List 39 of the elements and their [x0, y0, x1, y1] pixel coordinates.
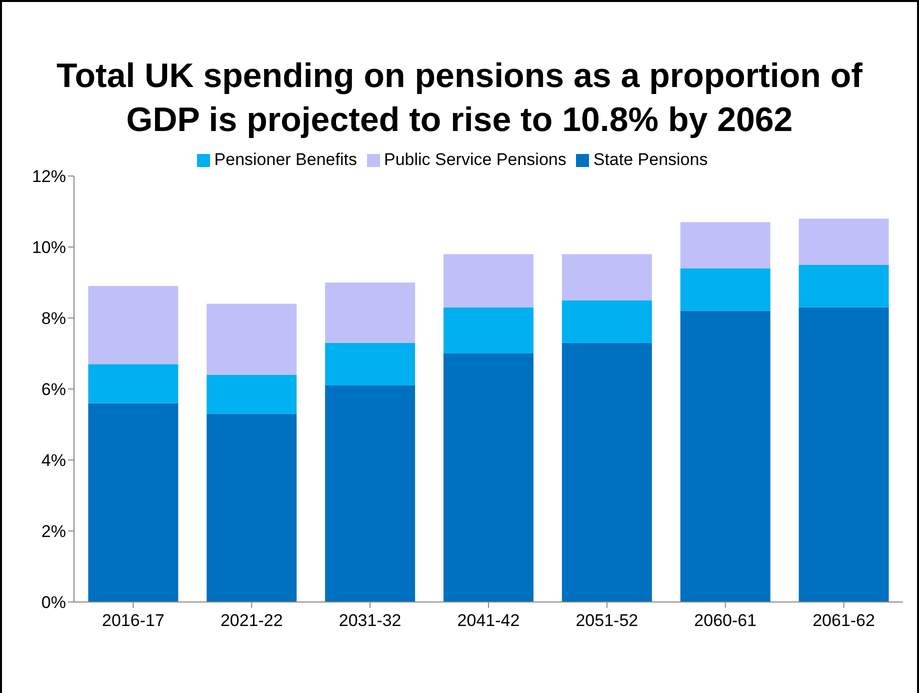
chart-title: Total UK spending on pensions as a proportion of GDP is projected to rise to 10.8% by 2062 [56, 56, 864, 141]
bar [680, 310, 770, 602]
legend-label: Pensioner Benefits [214, 150, 357, 169]
x-tick-label: 2060-61 [694, 611, 757, 630]
y-tick-label: 2% [41, 522, 66, 542]
y-tick-label: 8% [41, 309, 66, 328]
bar [562, 254, 652, 300]
x-tick-label: 2021-22 [220, 611, 283, 630]
bar [562, 342, 652, 602]
bar [798, 307, 889, 602]
y-tick-label: 0% [41, 593, 66, 612]
x-tick-label: 2031-32 [338, 611, 402, 630]
x-tick-label: 2016-17 [102, 611, 164, 630]
bar [798, 218, 889, 265]
y-tick-label: 4% [41, 451, 66, 470]
bar [88, 403, 178, 602]
bar [325, 282, 416, 343]
x-tick-label: 2041-42 [457, 611, 520, 630]
y-tick-label: 6% [41, 380, 66, 400]
bar [206, 374, 297, 414]
bar [443, 307, 534, 354]
bar [443, 354, 534, 602]
bar [206, 414, 297, 602]
x-tick-label: 2061-62 [812, 611, 875, 630]
bar [88, 286, 178, 364]
bar [88, 364, 178, 404]
bar [562, 300, 652, 343]
y-tick-label: 10% [32, 238, 66, 258]
bar [798, 264, 889, 308]
bar [680, 268, 770, 311]
y-tick-label: 12% [32, 167, 66, 186]
legend-label: State Pensions [593, 150, 708, 169]
bar [325, 342, 416, 386]
legend-label: Public Service Pensions [384, 150, 566, 169]
x-tick-label: 2051-52 [576, 611, 638, 630]
bar [443, 254, 534, 308]
bar [680, 222, 770, 268]
bar [325, 385, 416, 602]
bar [206, 304, 297, 375]
